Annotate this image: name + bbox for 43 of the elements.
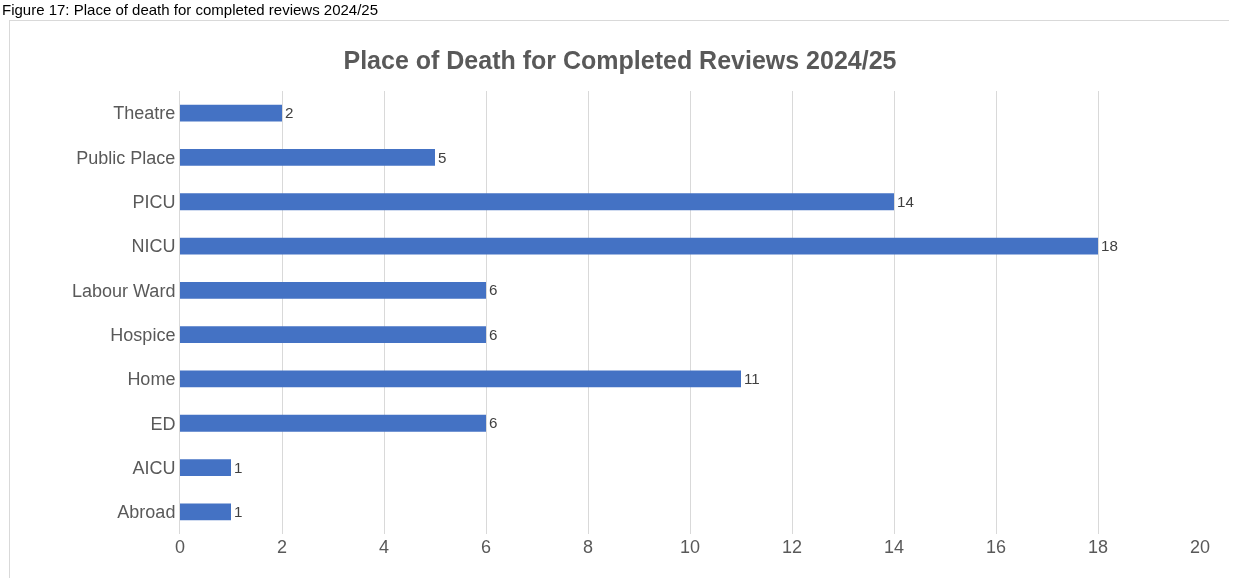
data-label: 1 — [234, 458, 243, 476]
data-label: 5 — [438, 148, 447, 166]
bar — [180, 281, 486, 299]
data-label: 11 — [744, 370, 760, 387]
x-tick-label: 4 — [378, 537, 390, 557]
y-tick-label: ED — [150, 413, 176, 434]
bar — [180, 104, 282, 122]
bar — [180, 149, 435, 166]
y-tick-label: Public Place — [76, 147, 176, 168]
data-label: 6 — [489, 325, 498, 343]
y-tick-label: PICU — [132, 192, 176, 213]
data-label: 6 — [489, 414, 498, 432]
bar — [180, 414, 486, 432]
y-tick-label: Abroad — [117, 502, 176, 523]
y-tick-label: Theatre — [113, 103, 176, 124]
y-tick-label: Labour Ward — [72, 280, 176, 301]
y-tick-label: AICU — [132, 457, 176, 478]
bar — [180, 193, 894, 211]
x-tick-label: 8 — [582, 537, 594, 557]
chart-title: Place of Death for Completed Reviews 2024/25 — [343, 46, 897, 75]
y-tick-label: Hospice — [110, 324, 176, 345]
bar — [180, 326, 486, 344]
x-tick-label: 18 — [1087, 537, 1109, 557]
bar — [180, 459, 231, 476]
data-label: 1 — [234, 502, 243, 520]
data-label: 14 — [897, 192, 914, 210]
x-tick-label: 2 — [276, 537, 288, 557]
bar — [180, 237, 1098, 255]
y-tick-label: Home — [127, 369, 176, 390]
data-label: 2 — [285, 104, 294, 122]
bar — [180, 370, 741, 388]
data-label: 6 — [489, 281, 498, 299]
x-tick-label: 0 — [174, 537, 186, 557]
x-tick-label: 12 — [781, 537, 803, 557]
data-label: 18 — [1101, 237, 1118, 255]
x-tick-label: 14 — [883, 537, 905, 557]
x-tick-label: 20 — [1189, 537, 1211, 557]
y-tick-label: NICU — [131, 236, 176, 257]
x-tick-label: 10 — [679, 537, 701, 557]
x-tick-label: 16 — [985, 537, 1007, 557]
bar — [180, 503, 231, 521]
x-tick-label: 6 — [480, 537, 492, 557]
caption: Figure 17: Place of death for completed reviews 2024/25 — [2, 0, 379, 20]
